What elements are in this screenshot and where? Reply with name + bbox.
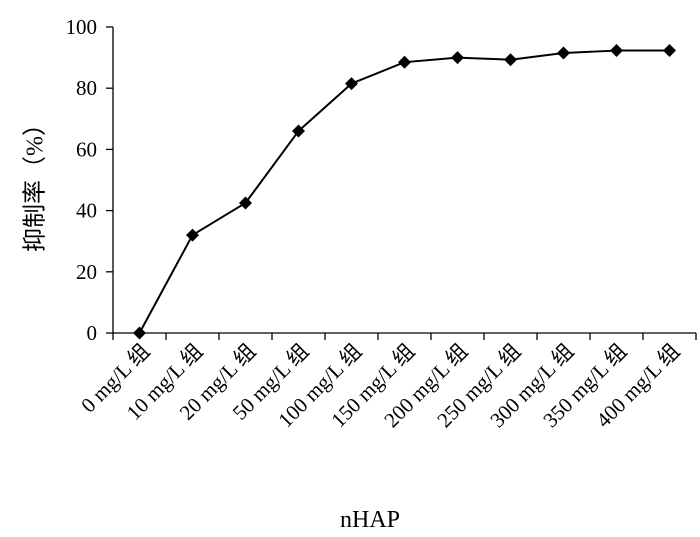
y-tick-label: 100 xyxy=(66,15,98,39)
series-layer xyxy=(133,44,676,340)
data-point-marker xyxy=(239,196,252,210)
y-tick-label: 60 xyxy=(76,137,97,161)
data-point-marker xyxy=(663,44,676,58)
y-tick-label: 20 xyxy=(76,260,97,284)
y-axis-title: 抑制率（%） xyxy=(22,112,49,252)
y-tick-label: 40 xyxy=(76,199,97,223)
y-tick-label: 80 xyxy=(76,76,97,100)
series-line xyxy=(138,49,670,334)
data-point-marker xyxy=(610,44,623,58)
data-point-marker xyxy=(133,326,146,340)
data-point-marker xyxy=(557,46,570,60)
data-point-marker xyxy=(451,51,464,65)
x-axis-title: nHAP xyxy=(340,507,400,533)
data-point-marker xyxy=(398,55,411,69)
data-point-marker xyxy=(292,124,305,138)
data-point-marker xyxy=(345,77,358,91)
y-tick-label: 0 xyxy=(87,321,98,345)
data-point-marker xyxy=(186,228,199,242)
y-ticks: 0 20 40 60 80 100 xyxy=(66,15,113,345)
data-point-marker xyxy=(504,53,517,67)
axes xyxy=(112,27,696,334)
